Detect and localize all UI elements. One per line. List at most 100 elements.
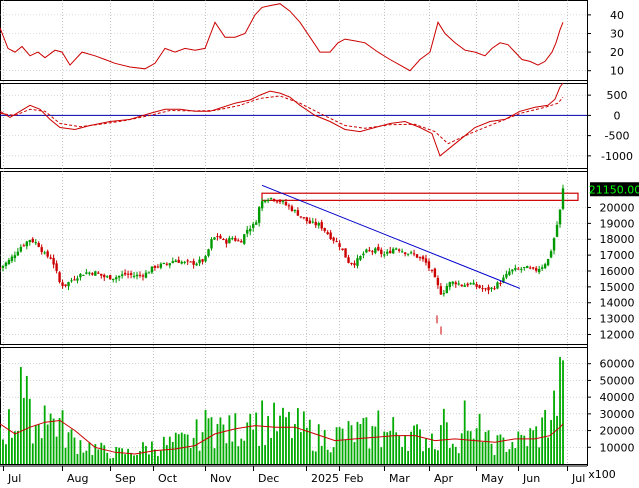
volume-bar	[535, 426, 538, 464]
y-tick-label: 13000	[600, 313, 635, 326]
volume-bar	[514, 448, 517, 464]
candle-body	[88, 272, 91, 274]
candle-body	[13, 255, 17, 259]
candle-body	[165, 263, 169, 265]
candle-body	[189, 261, 192, 263]
candle-body	[22, 245, 26, 247]
volume-bar	[165, 445, 168, 464]
volume-bar	[106, 452, 109, 464]
y-tick-label: 10000	[600, 441, 635, 454]
candle-body	[103, 274, 106, 278]
volume-bar	[332, 447, 335, 464]
x-tick-label: Mar	[389, 472, 410, 485]
volume-bar	[416, 424, 418, 464]
volume-bar	[49, 413, 52, 464]
volume-bar	[499, 434, 502, 464]
volume-bar	[398, 435, 401, 464]
volume-bar	[109, 458, 112, 464]
candle-body	[162, 262, 166, 264]
volume-bar	[79, 440, 82, 464]
y-tick-label: 30000	[600, 408, 635, 421]
volume-bar	[365, 417, 368, 464]
volume-bar	[231, 441, 234, 464]
candle-body	[537, 268, 541, 273]
volume-bar	[511, 442, 514, 464]
volume-bar	[288, 411, 290, 464]
y-tick-label: 500	[607, 89, 628, 102]
candle-body	[386, 251, 389, 254]
candle-body	[403, 252, 407, 255]
volume-bar	[0, 427, 1, 464]
candle-body	[198, 259, 201, 264]
candle-body	[85, 272, 88, 274]
candle-body	[353, 263, 356, 266]
volume-unit-label: x100	[588, 468, 616, 481]
volume-bar	[538, 447, 541, 464]
volume-bar	[13, 431, 16, 464]
volume-bar	[264, 445, 267, 464]
volume-bar	[112, 457, 115, 464]
candle-body	[201, 259, 204, 262]
volume-bar	[308, 419, 311, 464]
candle-body	[67, 282, 70, 287]
candle-body	[40, 247, 43, 253]
candle-body	[114, 277, 118, 280]
candle-body	[25, 241, 29, 247]
candle-body	[156, 266, 160, 268]
volume-bar	[413, 425, 415, 464]
volume-bar	[55, 436, 58, 464]
volume-bar	[442, 408, 445, 464]
x-tick-label: Jun	[522, 472, 540, 485]
candle-body	[213, 237, 216, 240]
candle-body	[254, 222, 258, 225]
candle-body	[94, 271, 97, 276]
candle-body	[225, 239, 228, 244]
candle-body	[144, 272, 148, 278]
volume-bar	[451, 443, 454, 464]
candle-body	[129, 273, 133, 275]
volume-bar	[299, 432, 302, 464]
candle-body	[397, 249, 401, 251]
candle-body	[228, 237, 231, 244]
y-tick-label: 10	[610, 65, 624, 78]
candle-body	[478, 285, 481, 288]
candle-body	[555, 224, 559, 237]
volume-bar	[493, 455, 496, 464]
volume-bar	[216, 424, 219, 464]
candle-body	[46, 251, 49, 257]
macd-line	[0, 82, 564, 157]
volume-bar	[255, 412, 258, 464]
y-tick-label: 17000	[600, 249, 635, 262]
volume-bar	[58, 417, 61, 464]
volume-bar	[219, 417, 222, 464]
candle-body	[28, 240, 31, 243]
volume-bar	[448, 448, 451, 464]
candle-body	[430, 269, 434, 271]
candle-body	[10, 256, 14, 262]
volume-bar	[168, 436, 171, 464]
volume-bar	[234, 413, 237, 464]
volume-bar	[425, 438, 427, 464]
candle-body	[466, 283, 469, 286]
candle-body	[481, 288, 484, 290]
candle-body	[344, 248, 347, 258]
volume-bar	[115, 447, 118, 464]
volume-bar	[222, 424, 225, 464]
candle-body	[496, 282, 499, 289]
volume-bar	[276, 431, 278, 464]
candle-body	[523, 267, 526, 269]
candle-body	[135, 274, 139, 277]
candle-body	[257, 207, 261, 223]
volume-bar	[151, 441, 153, 464]
volume-bar	[356, 421, 359, 464]
candle-body	[260, 201, 264, 209]
y-tick-label: 40	[610, 9, 624, 22]
volume-bar	[243, 440, 246, 464]
candle-body	[365, 249, 368, 253]
x-tick-label: Dec	[258, 472, 279, 485]
volume-bar	[550, 419, 552, 464]
candle-body	[427, 261, 431, 269]
volume-bar	[294, 424, 296, 464]
candle-body	[418, 257, 422, 259]
y-tick-label: 60000	[600, 358, 635, 371]
